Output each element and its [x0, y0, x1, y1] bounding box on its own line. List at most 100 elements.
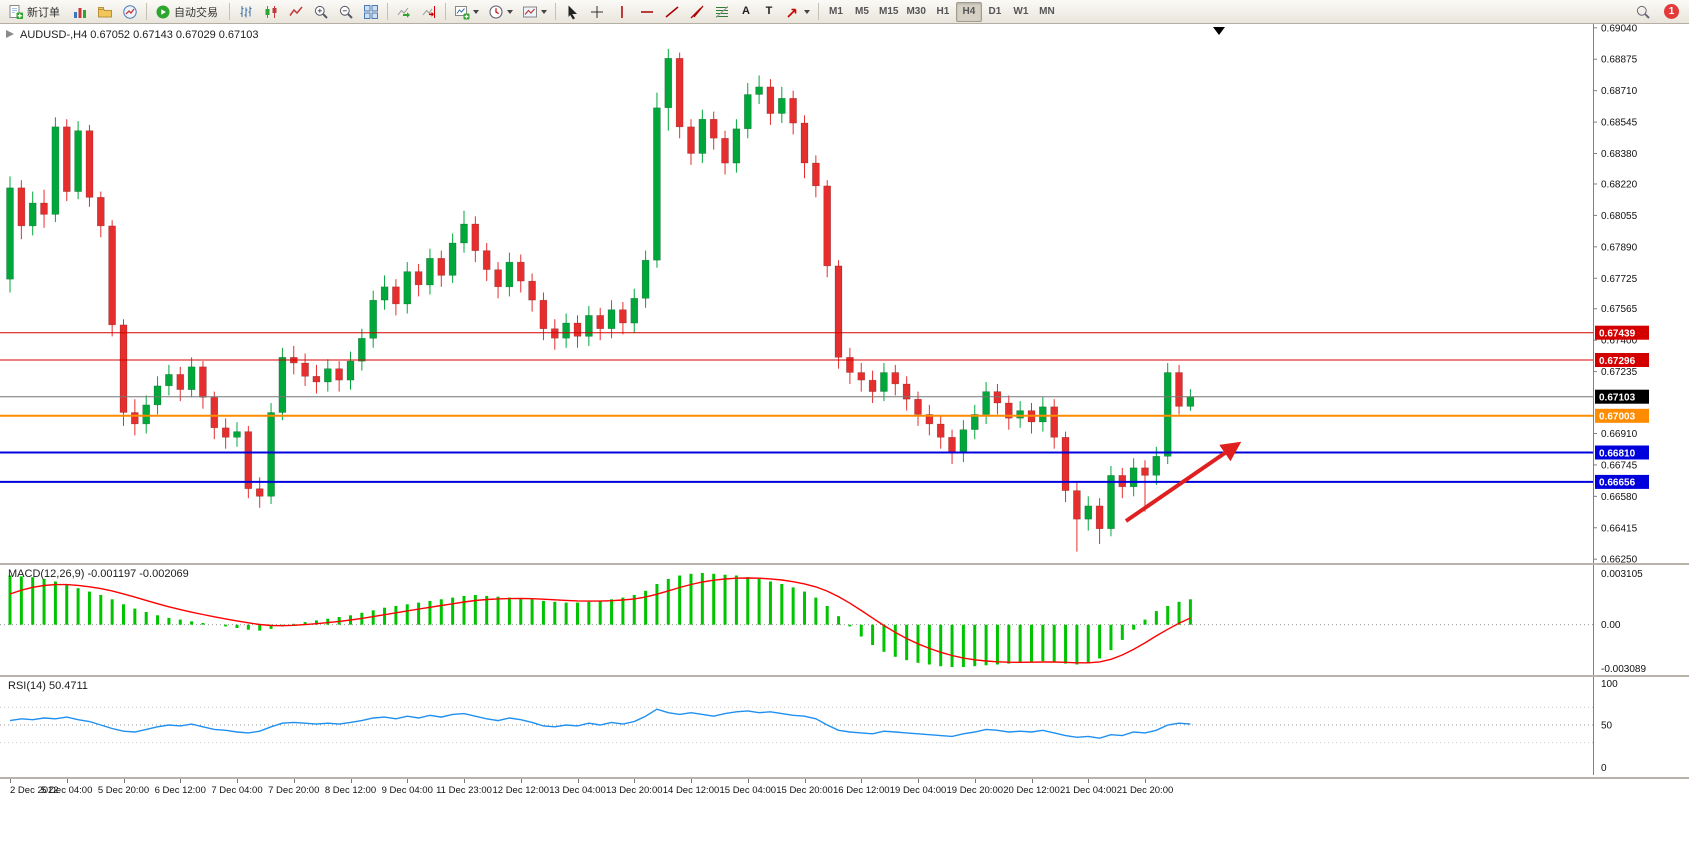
- time-axis-label: 5 Dec 04:00: [41, 785, 93, 796]
- dropdown-caret-icon: [507, 9, 513, 14]
- candle: [392, 286, 400, 305]
- candle: [902, 383, 911, 400]
- candle: [709, 118, 718, 139]
- price-axis-tick: 0.68875: [1601, 55, 1638, 66]
- new-chart-button[interactable]: [450, 2, 483, 22]
- candle: [891, 372, 900, 385]
- chart-shift-button[interactable]: [417, 2, 441, 22]
- channel-tool-button[interactable]: [685, 2, 709, 22]
- auto-scroll-button[interactable]: [392, 2, 416, 22]
- candle: [1186, 396, 1195, 407]
- macd-indicator-panel[interactable]: 0.003105 0.00 -0.003089: [0, 565, 1689, 675]
- timeframe-button-m1[interactable]: M1: [823, 2, 849, 22]
- search-button[interactable]: [1631, 2, 1655, 22]
- price-axis-tick: 0.67565: [1601, 304, 1638, 315]
- trend-arrow-annotation[interactable]: [1124, 441, 1242, 523]
- notification-badge[interactable]: 1: [1664, 4, 1679, 19]
- arrows-tool-button[interactable]: [781, 2, 814, 22]
- candle: [244, 431, 253, 490]
- periods-button[interactable]: [484, 2, 517, 22]
- candle: [528, 280, 536, 301]
- trendline-tool-button[interactable]: [660, 2, 684, 22]
- autotrading-button[interactable]: 自动交易: [151, 2, 225, 22]
- candle: [85, 130, 94, 198]
- bar-chart-type-button[interactable]: [234, 2, 258, 22]
- one-click-trading-toggle[interactable]: [4, 28, 16, 40]
- timeframe-button-mn[interactable]: MN: [1034, 2, 1060, 22]
- candle: [40, 202, 48, 215]
- candle: [1073, 490, 1081, 520]
- chart-window[interactable]: 0.69040 0.68875 0.68710 0.68545 0.68380 0.682…: [0, 24, 1689, 861]
- candle: [210, 396, 219, 429]
- panel-separator-rsi[interactable]: [0, 675, 1689, 677]
- candle: [959, 429, 968, 453]
- market-watch-button[interactable]: [118, 2, 142, 22]
- candle: [1084, 505, 1093, 520]
- time-axis-label: 15 Dec 20:00: [776, 785, 833, 796]
- dropdown-caret-icon: [804, 9, 810, 14]
- candle: [437, 258, 446, 276]
- zoom-out-button[interactable]: [334, 2, 358, 22]
- trendline-icon: [665, 5, 679, 18]
- time-axis-label: 9 Dec 04:00: [381, 785, 433, 796]
- candle: [914, 398, 922, 415]
- panel-separator-macd[interactable]: [0, 563, 1689, 565]
- crosshair-tool-button[interactable]: [585, 2, 609, 22]
- candle: [550, 328, 559, 339]
- candle: [74, 130, 82, 192]
- candle: [335, 368, 343, 381]
- horizontal-line-tool-button[interactable]: [635, 2, 659, 22]
- candle: [1175, 372, 1183, 407]
- candle: [346, 360, 355, 381]
- fibonacci-tool-button[interactable]: [710, 2, 734, 22]
- time-axis-tick: [1145, 779, 1146, 783]
- timeframe-button-h1[interactable]: H1: [930, 2, 956, 22]
- candle: [1152, 455, 1161, 476]
- zoom-in-button[interactable]: [309, 2, 333, 22]
- timeframe-button-w1[interactable]: W1: [1008, 2, 1034, 22]
- charts-button[interactable]: [68, 2, 92, 22]
- auto-scroll-icon: [397, 7, 410, 18]
- timeframe-button-h4[interactable]: H4: [955, 1, 982, 22]
- timeframe-button-m5[interactable]: M5: [849, 2, 875, 22]
- new-order-button[interactable]: 新订单: [4, 2, 67, 22]
- templates-button[interactable]: [518, 2, 551, 22]
- profiles-button[interactable]: [93, 2, 117, 22]
- timeframe-button-d1[interactable]: D1: [982, 2, 1008, 22]
- line-chart-type-button[interactable]: [284, 2, 308, 22]
- rsi-indicator-panel[interactable]: 100 50 0: [0, 677, 1689, 775]
- candle: [62, 126, 71, 192]
- cursor-icon: [568, 5, 577, 19]
- cursor-tool-button[interactable]: [560, 2, 584, 22]
- timeframe-button-m15[interactable]: M15: [875, 2, 902, 22]
- candlestick-chart-type-button[interactable]: [259, 2, 283, 22]
- rsi-axis-label: 0: [1601, 763, 1607, 774]
- time-axis-tick: [464, 779, 465, 783]
- text-label-tool-button[interactable]: T: [758, 2, 780, 22]
- dropdown-caret-icon: [541, 9, 547, 14]
- vertical-line-tool-button[interactable]: [610, 2, 634, 22]
- price-level-badge-text: 0.67439: [1599, 329, 1636, 340]
- candle: [539, 299, 548, 330]
- channel-icon: [690, 5, 704, 18]
- time-axis[interactable]: 2 Dec 2022 5 Dec 04:00 5 Dec 20:00 6 Dec 12…: [0, 779, 1689, 803]
- time-axis-tick: [804, 779, 806, 783]
- chart-shift-marker[interactable]: [1213, 27, 1225, 35]
- time-axis-label: 6 Dec 12:00: [154, 785, 206, 796]
- macd-axis-label: 0.00: [1601, 620, 1621, 631]
- candle: [1061, 436, 1070, 491]
- periods-icon: [489, 5, 503, 18]
- timeframe-button-m30[interactable]: M30: [902, 2, 929, 22]
- candle: [619, 309, 627, 324]
- text-tool-button[interactable]: A: [735, 2, 757, 22]
- candle: [846, 356, 854, 373]
- price-axis-tick: 0.67725: [1601, 274, 1638, 285]
- toolbar-separator: [229, 3, 230, 20]
- toolbar-separator: [387, 3, 388, 20]
- tile-windows-button[interactable]: [359, 2, 383, 22]
- candle: [823, 185, 832, 267]
- price-axis-tick: 0.67400: [1601, 336, 1638, 347]
- time-axis-label: 20 Dec 12:00: [1003, 785, 1060, 796]
- main-price-chart[interactable]: 0.69040 0.68875 0.68710 0.68545 0.68380 0.682…: [0, 24, 1689, 563]
